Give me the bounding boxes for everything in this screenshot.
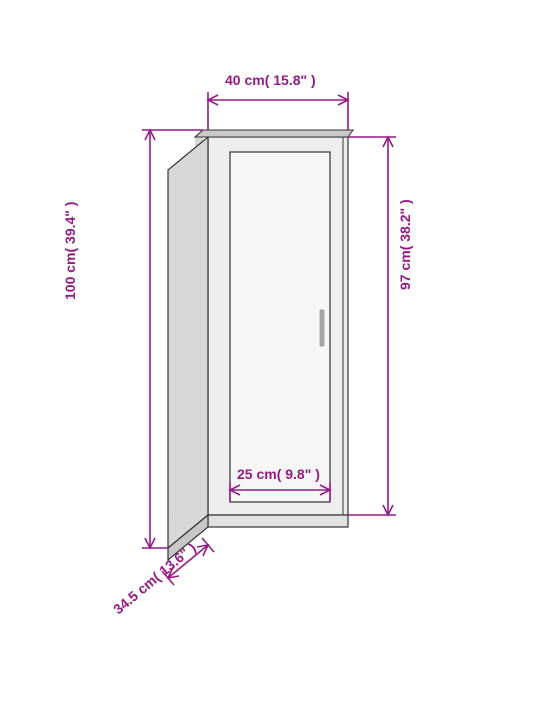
label-door-width: 25 cm( 9.8" ) <box>237 466 320 482</box>
dim-top-width <box>208 92 348 130</box>
cabinet-left-side <box>168 137 208 548</box>
door-handle <box>320 310 324 346</box>
cabinet-base-front <box>208 515 348 527</box>
cabinet <box>163 130 353 560</box>
label-right-height: 97 cm( 38.2" ) <box>397 199 413 290</box>
dimension-diagram <box>0 0 540 720</box>
label-top-width: 40 cm( 15.8" ) <box>225 72 316 88</box>
label-left-height: 100 cm( 39.4" ) <box>62 202 78 300</box>
dim-right-height <box>348 137 396 515</box>
cabinet-door <box>230 152 330 502</box>
